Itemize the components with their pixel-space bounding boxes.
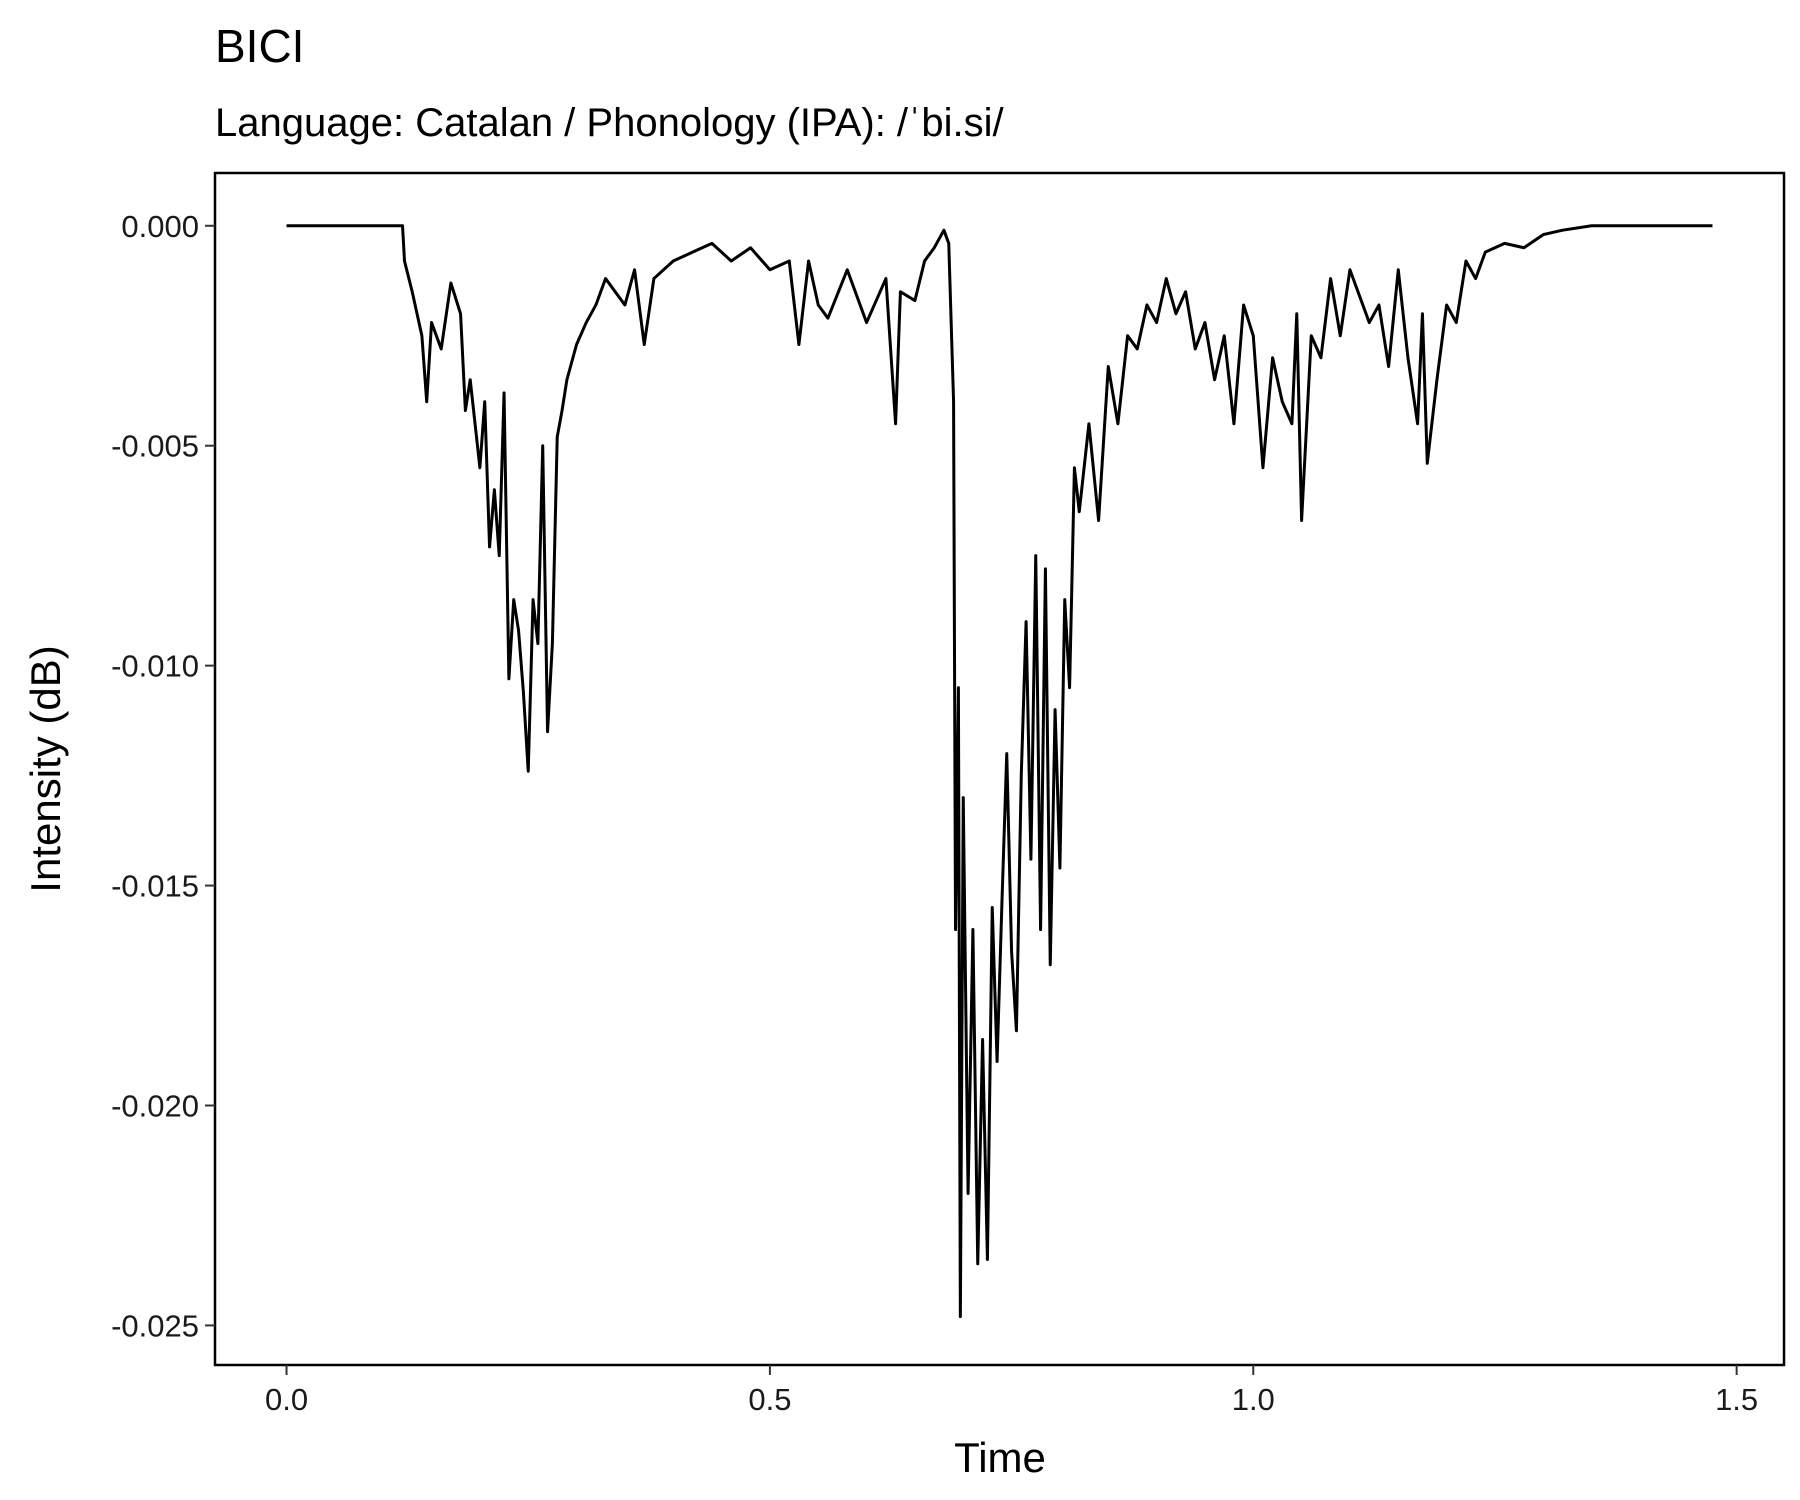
y-tick-label: -0.025	[111, 1308, 199, 1343]
x-axis-label: Time	[954, 1434, 1046, 1481]
x-tick-label: 0.5	[748, 1382, 791, 1417]
y-axis-label: Intensity (dB)	[22, 645, 69, 892]
x-tick-label: 1.0	[1232, 1382, 1275, 1417]
y-tick-label: -0.020	[111, 1088, 199, 1123]
x-tick-label: 0.0	[265, 1382, 308, 1417]
y-tick-label: -0.015	[111, 869, 199, 904]
chart-title: BICI	[215, 20, 304, 72]
line-series	[286, 224, 1713, 1319]
y-tick-label: 0.000	[121, 209, 199, 244]
y-tick-label: -0.010	[111, 649, 199, 684]
y-tick-label: -0.005	[111, 429, 199, 464]
chart-subtitle: Language: Catalan / Phonology (IPA): /ˈb…	[215, 101, 1005, 145]
panel-border	[213, 171, 1786, 1367]
x-tick-label: 1.5	[1715, 1382, 1758, 1417]
